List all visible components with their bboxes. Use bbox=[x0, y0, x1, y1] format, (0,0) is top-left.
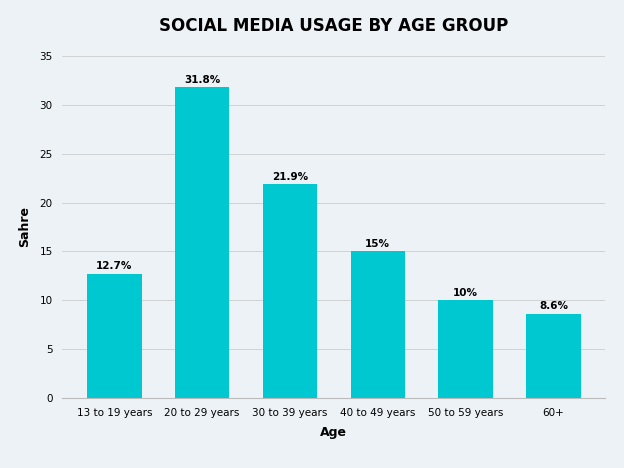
Text: 15%: 15% bbox=[365, 239, 390, 249]
Bar bbox=[526, 314, 580, 398]
Text: 31.8%: 31.8% bbox=[184, 75, 220, 85]
Bar bbox=[263, 184, 317, 398]
Bar bbox=[351, 251, 405, 398]
Text: 8.6%: 8.6% bbox=[539, 301, 568, 311]
X-axis label: Age: Age bbox=[320, 426, 348, 439]
Bar bbox=[438, 300, 493, 398]
Text: 21.9%: 21.9% bbox=[272, 172, 308, 182]
Y-axis label: Sahre: Sahre bbox=[18, 206, 31, 248]
Text: 10%: 10% bbox=[453, 288, 478, 298]
Text: 12.7%: 12.7% bbox=[96, 262, 132, 271]
Bar bbox=[175, 88, 230, 398]
Title: SOCIAL MEDIA USAGE BY AGE GROUP: SOCIAL MEDIA USAGE BY AGE GROUP bbox=[159, 17, 509, 35]
Bar bbox=[87, 274, 142, 398]
